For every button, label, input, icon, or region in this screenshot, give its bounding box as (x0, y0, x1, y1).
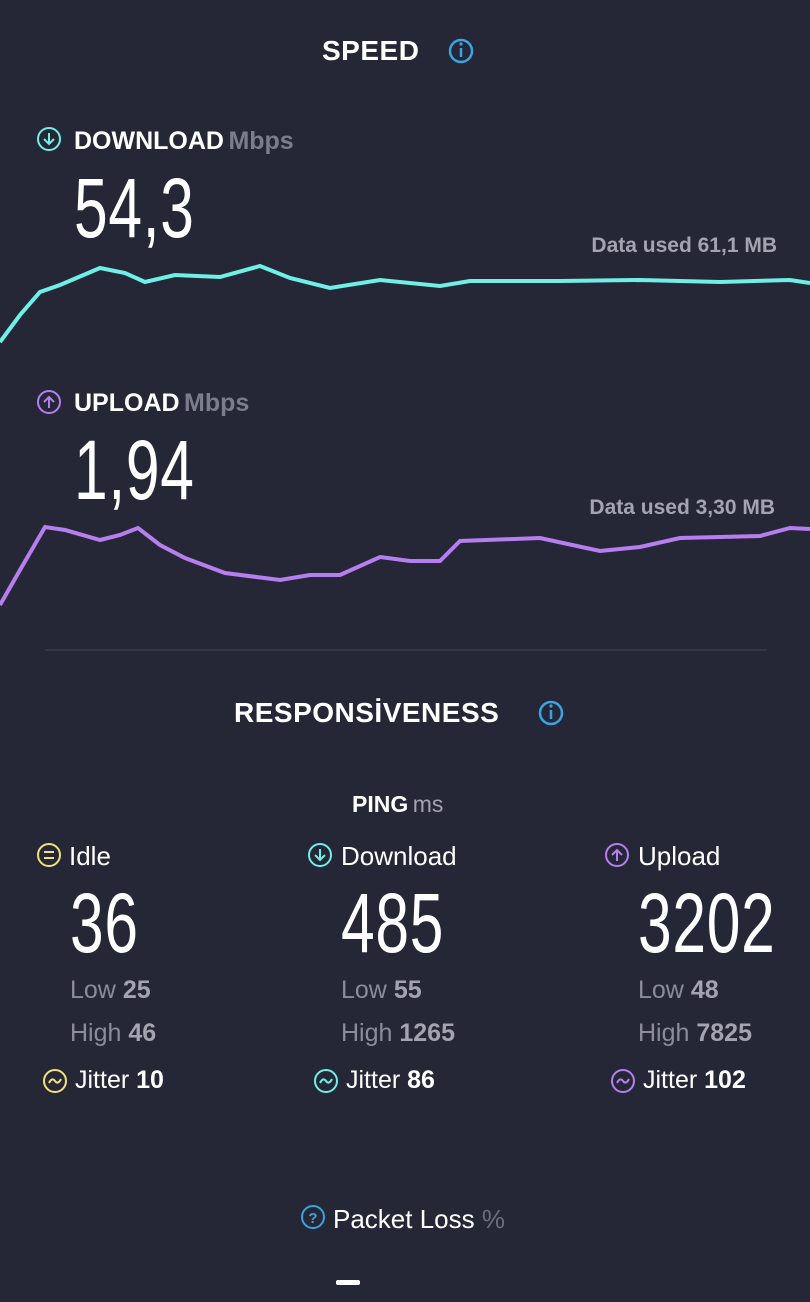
label: Jitter (643, 1066, 698, 1094)
value: 7825 (696, 1019, 752, 1047)
ping-high: High 7825 (638, 1019, 752, 1048)
upload-value: 1,94 (74, 423, 195, 517)
value: 25 (122, 976, 151, 1004)
label: Low (70, 976, 116, 1004)
home-indicator (336, 1280, 360, 1285)
value: 55 (393, 976, 422, 1004)
unit: Mbps (184, 389, 250, 417)
speed-title: SPEED (322, 35, 420, 66)
download-data-used: Data used 61,1 MB (591, 234, 777, 257)
label: High (638, 1019, 690, 1047)
label: Jitter (346, 1066, 401, 1094)
info-icons (448, 38, 564, 726)
ping-column-name: Download (341, 841, 457, 871)
label: PING (352, 791, 409, 817)
download-sparkline (0, 263, 810, 344)
value: 102 (704, 1066, 746, 1094)
label: Jitter (75, 1066, 130, 1094)
value: 10 (136, 1066, 164, 1094)
info-dots (459, 42, 553, 708)
ping-value: 485 (341, 876, 445, 970)
value: 86 (407, 1066, 435, 1094)
value: 1265 (399, 1019, 455, 1047)
unit: ms (412, 791, 444, 817)
label: High (341, 1019, 393, 1047)
download-heading: DOWNLOAD Mbps (74, 127, 294, 156)
status-icons (37, 127, 635, 1229)
unit: Mbps (228, 127, 294, 155)
value: 48 (690, 976, 719, 1004)
ping-jitter: Jitter 86 (346, 1066, 435, 1095)
ping-column-name: Idle (69, 841, 111, 871)
ping-heading: PING ms (352, 791, 443, 818)
upload-sparkline (0, 524, 810, 606)
label: Packet Loss (333, 1204, 475, 1234)
ping-jitter: Jitter 102 (643, 1066, 746, 1095)
label: DOWNLOAD (74, 127, 224, 155)
label: High (70, 1019, 122, 1047)
unit: % (481, 1204, 505, 1234)
ping-low: Low 55 (341, 976, 422, 1005)
label: Low (638, 976, 684, 1004)
label: UPLOAD (74, 389, 180, 417)
label: Low (341, 976, 387, 1004)
value: 46 (128, 1019, 157, 1047)
responsiveness-title: RESPONSİVENESS (234, 697, 500, 728)
ping-low: Low 48 (638, 976, 719, 1005)
ping-low: Low 25 (70, 976, 151, 1005)
ping-value: 36 (70, 876, 139, 970)
download-value: 54,3 (74, 161, 195, 255)
upload-data-used: Data used 3,30 MB (589, 496, 775, 519)
ping-column-name: Upload (638, 841, 721, 871)
packet-loss[interactable]: Packet Loss % (333, 1204, 505, 1235)
upload-heading: UPLOAD Mbps (74, 389, 249, 418)
ping-high: High 46 (70, 1019, 156, 1048)
ping-high: High 1265 (341, 1019, 455, 1048)
help-mark: ? (308, 1210, 317, 1227)
ping-value: 3202 (638, 876, 776, 970)
ping-jitter: Jitter 10 (75, 1066, 164, 1095)
